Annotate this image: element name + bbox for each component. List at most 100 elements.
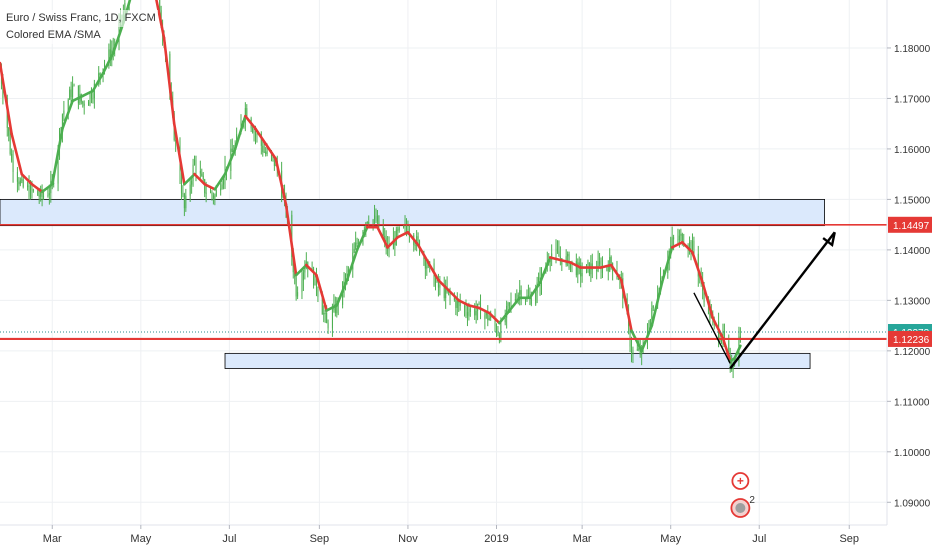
candle-body	[263, 151, 265, 153]
upper-zone	[0, 198, 825, 227]
candle-body	[315, 274, 317, 290]
candle-body	[8, 127, 10, 136]
ma-segment	[670, 241, 684, 249]
candle-body	[697, 253, 699, 277]
support-price-label-bg	[888, 330, 932, 347]
candle-body	[124, 3, 126, 12]
candle-body	[223, 179, 225, 185]
candle-body	[215, 190, 217, 196]
candle-body	[570, 262, 572, 269]
candle-body	[620, 277, 622, 279]
candle-body	[475, 310, 477, 316]
ma-segment	[477, 306, 491, 315]
candle-body	[195, 159, 197, 171]
candle-body	[336, 300, 338, 314]
ma-segment	[681, 241, 694, 254]
ma-segment	[91, 71, 105, 93]
candle-body	[495, 326, 497, 333]
candle-body	[514, 299, 516, 301]
candle-body	[28, 185, 30, 197]
symbol-title[interactable]: Euro / Swiss Franc, 1D, FXCM	[6, 10, 158, 27]
candle-body	[358, 242, 360, 245]
candle-body	[378, 215, 380, 227]
candle-body	[587, 262, 589, 265]
ma-segment	[325, 304, 339, 312]
ma-segment	[701, 281, 715, 320]
candle-body	[590, 263, 592, 275]
candle-body	[246, 108, 248, 119]
candle-body	[189, 184, 191, 196]
ma-segment	[155, 0, 166, 40]
event-marker-icon[interactable]	[731, 472, 750, 490]
candle-body	[398, 227, 400, 231]
x-tick-label: Sep	[310, 533, 330, 545]
candle-body	[347, 269, 349, 273]
candle-body	[183, 194, 185, 209]
candle-body	[506, 305, 508, 318]
candle-body	[353, 248, 355, 253]
candle-body	[617, 277, 619, 281]
y-tick-label: 1.17000	[894, 94, 931, 105]
ma-segment	[233, 114, 247, 151]
candle-body	[205, 192, 207, 194]
candle-body	[630, 346, 632, 355]
moving-average	[0, 0, 742, 363]
candle-body	[509, 302, 511, 304]
candle-body	[374, 215, 376, 220]
ma-segment	[447, 288, 461, 302]
candle-body	[301, 280, 303, 293]
candle-body	[556, 248, 558, 252]
ma-segment	[30, 182, 44, 194]
y-tick-label: 1.10000	[894, 448, 931, 459]
candle-body	[72, 85, 74, 98]
candle-body	[22, 179, 24, 187]
candle-body	[368, 221, 370, 224]
candle-body	[220, 188, 222, 191]
x-tick-label: 2019	[484, 533, 508, 545]
candle-body	[323, 313, 325, 315]
ma-segment	[569, 261, 582, 269]
candle-body	[578, 262, 580, 265]
candle-body	[424, 259, 426, 269]
candle-body	[209, 191, 211, 193]
candle-body	[38, 195, 40, 197]
ma-segment	[538, 256, 552, 284]
candle-body	[11, 153, 13, 161]
candle-body	[356, 242, 358, 244]
candle-body	[459, 302, 461, 307]
candle-body	[678, 235, 680, 240]
candle-body	[474, 308, 476, 316]
candle-body	[382, 226, 384, 236]
candle-body	[721, 340, 723, 342]
candle-body	[37, 190, 39, 196]
candle-body	[9, 135, 11, 154]
candle-body	[294, 272, 296, 278]
candle-body	[392, 238, 394, 250]
indicator-label[interactable]: Colored EMA /SMA	[6, 27, 103, 44]
candle-body	[273, 157, 275, 166]
ma-segment	[733, 344, 742, 360]
candle-body	[83, 103, 85, 106]
candle-body	[671, 237, 673, 246]
candle-body	[538, 277, 540, 283]
candle-body	[498, 334, 500, 341]
candle-body	[455, 300, 457, 308]
candle-body	[468, 311, 470, 316]
candle-body	[70, 89, 72, 98]
grid	[0, 0, 887, 525]
candle-body	[629, 325, 631, 347]
candle-body	[159, 0, 161, 11]
candle-body	[314, 274, 316, 286]
candle-body	[535, 292, 537, 305]
candle-body	[194, 159, 196, 165]
candle-body	[12, 160, 14, 172]
ma-segment	[548, 256, 562, 262]
candle-body	[92, 98, 94, 100]
ma-segment	[457, 299, 471, 307]
ma-segment	[528, 281, 542, 300]
candle-body	[527, 295, 529, 297]
x-tick-label: Jul	[752, 533, 766, 545]
candle-body	[365, 223, 367, 230]
candle-body	[2, 83, 4, 98]
